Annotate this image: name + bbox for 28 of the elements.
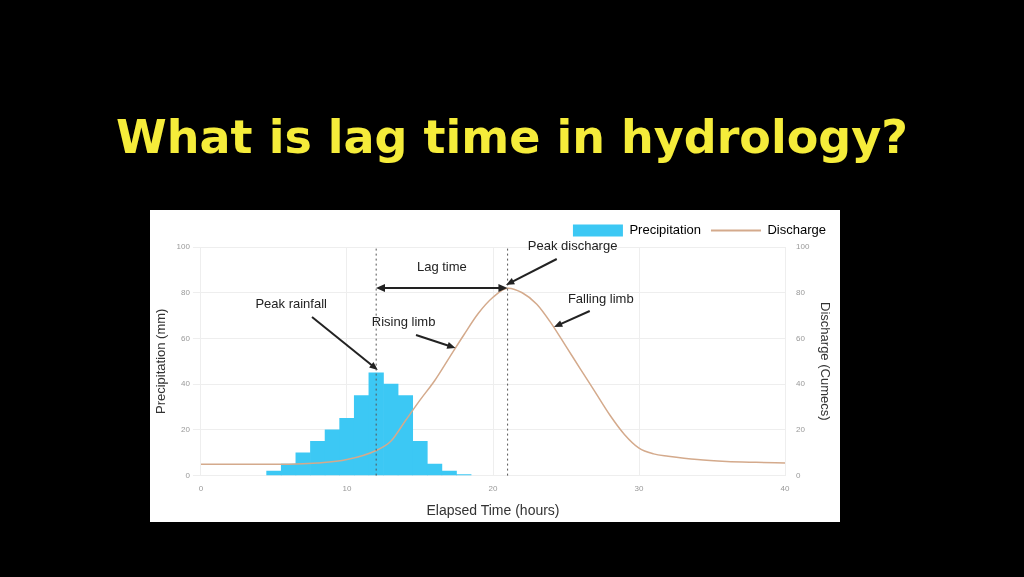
- y-tick-label: 80: [181, 287, 191, 297]
- y2-tick-label: 60: [796, 333, 806, 343]
- y-tick-label: 100: [176, 242, 191, 252]
- y-tick-label: 0: [185, 470, 191, 480]
- x-tick-label: 10: [342, 483, 352, 493]
- y2-tick-label: 40: [796, 379, 806, 389]
- y-tick-label: 20: [181, 425, 191, 435]
- y2-tick-label: 80: [796, 287, 806, 297]
- y-tick-label: 40: [181, 379, 191, 389]
- chart-title: What is lag time in hydrology?: [115, 110, 909, 164]
- x-tick-label: 20: [488, 483, 498, 493]
- y2-axis-title: Discharge (Cumecs): [817, 302, 833, 421]
- y2-tick-label: 0: [796, 470, 802, 480]
- legend-label: Precipitation: [629, 222, 701, 238]
- annotation: Rising limb: [371, 314, 436, 330]
- x-tick-label: 30: [634, 483, 645, 493]
- annotation: Peak rainfall: [255, 295, 328, 311]
- y2-tick-label: 100: [796, 242, 810, 252]
- y2-tick-label: 20: [796, 425, 806, 435]
- x-axis-title: Elapsed Time (hours): [426, 502, 560, 519]
- legend-label: Discharge: [767, 222, 827, 238]
- annotation: Falling limb: [567, 290, 634, 306]
- annotation: Lag time: [416, 259, 467, 275]
- annotation: Peak discharge: [527, 238, 618, 254]
- y-tick-label: 60: [181, 333, 191, 343]
- x-tick-label: 40: [780, 483, 791, 493]
- y-axis-title: Precipitation (mm): [153, 308, 169, 415]
- x-tick-label: 0: [198, 483, 204, 493]
